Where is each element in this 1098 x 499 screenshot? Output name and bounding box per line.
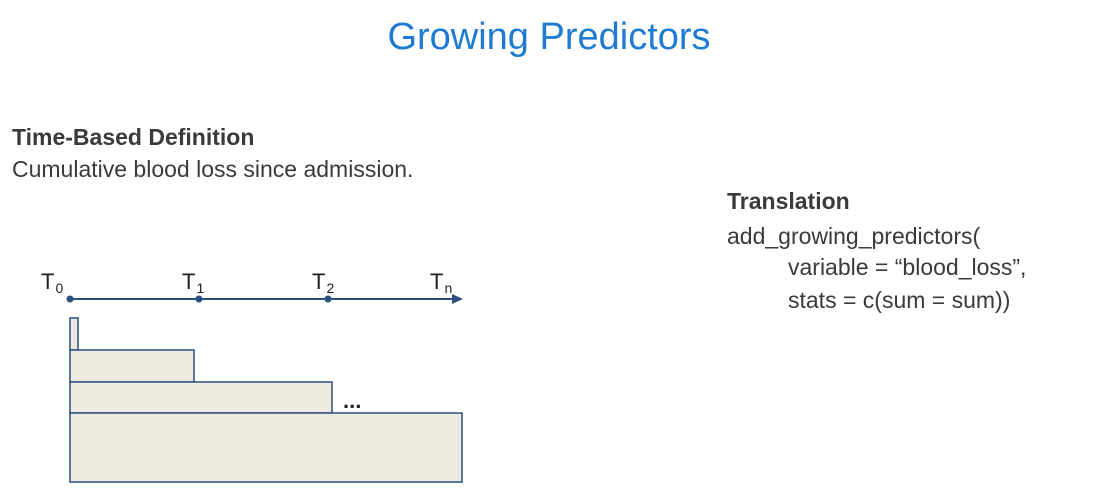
timeline-arrowhead bbox=[452, 294, 463, 304]
window-tn bbox=[69, 412, 463, 483]
window-t1 bbox=[69, 349, 195, 383]
definition-heading: Time-Based Definition bbox=[12, 124, 255, 150]
timeline-point-t2 bbox=[324, 295, 332, 303]
code-line-1: add_growing_predictors( bbox=[727, 223, 981, 249]
translation-heading: Translation bbox=[727, 188, 850, 214]
timeline-ellipsis: ... bbox=[343, 388, 361, 413]
timeline-label-t1: T1 bbox=[182, 269, 204, 296]
timeline-point-t0 bbox=[66, 295, 74, 303]
timeline-label-tn: Tn bbox=[430, 269, 452, 296]
timeline-label-t2: T2 bbox=[312, 269, 334, 296]
window-t2 bbox=[69, 381, 333, 414]
window-t0 bbox=[69, 317, 79, 351]
timeline-label-t0: T0 bbox=[41, 269, 63, 296]
timeline-point-t1 bbox=[195, 295, 203, 303]
slide-title: Growing Predictors bbox=[387, 16, 711, 58]
code-line-2: variable = “blood_loss”, bbox=[788, 254, 1027, 280]
definition-body: Cumulative blood loss since admission. bbox=[12, 156, 414, 182]
code-line-3: stats = c(sum = sum)) bbox=[788, 287, 1011, 313]
